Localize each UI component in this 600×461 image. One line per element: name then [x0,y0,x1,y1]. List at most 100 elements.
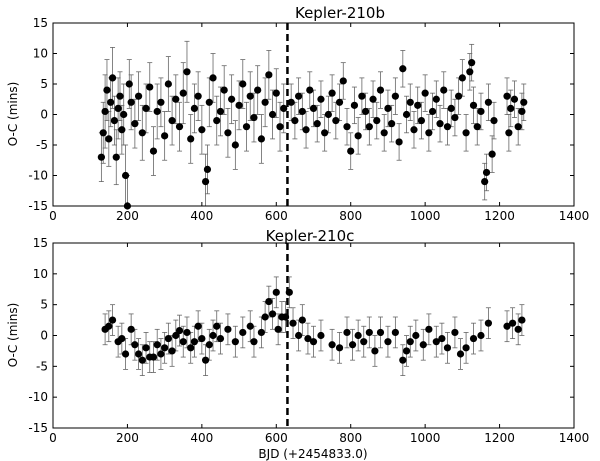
y-tick-label: 10 [33,47,48,61]
data-point [335,344,344,352]
data-point [194,92,202,100]
data-point [391,328,399,337]
x-axis-label: BJD (+2454833.0) [258,447,367,461]
data-point [443,344,452,352]
data-point [503,92,511,100]
data-point [127,325,135,333]
data-point [216,107,225,116]
data-point [324,110,332,119]
data-point [280,104,288,112]
x-tick-label: 800 [339,431,362,445]
x-tick-label: 1000 [410,431,441,445]
y-axis-label: O-C (mins) [6,82,20,147]
data-point [508,319,517,327]
data-point [224,129,232,137]
data-point [490,117,498,125]
data-point [321,129,329,137]
data-point [414,101,422,109]
data-point [328,341,336,349]
data-point [168,347,176,355]
data-point [149,353,158,361]
data-point [99,129,107,137]
data-point [209,331,217,340]
data-point [108,74,117,82]
data-point [213,117,221,125]
data-point [134,92,143,100]
y-tick-label: -15 [28,199,48,213]
y-tick-label: -5 [36,138,48,152]
data-point [421,89,429,97]
y-tick-label: 0 [40,108,48,122]
data-point [209,74,217,82]
data-point [161,132,169,140]
data-point [149,147,158,155]
data-point [406,338,414,346]
data-point [488,150,496,158]
data-point [112,153,120,161]
data-point [436,120,444,128]
data-point [451,113,459,122]
x-tick-label: 400 [190,431,213,445]
data-point [97,153,105,161]
data-point [332,117,340,125]
data-point [198,126,206,134]
data-point [175,326,184,335]
data-point [205,98,213,106]
x-tick-label: 200 [116,431,139,445]
data-point [268,110,277,119]
x-tick-label: 600 [265,209,288,223]
data-point [343,123,351,131]
data-point [118,126,126,134]
data-point [443,123,452,131]
data-point [105,322,113,330]
data-point [302,126,310,134]
data-point [458,74,466,82]
x-tick-label: 1400 [559,209,590,223]
data-point [440,86,448,94]
data-point [380,129,388,137]
data-point [187,344,195,352]
data-point [125,80,133,88]
data-point [469,101,478,109]
data-point [105,135,113,143]
plot-frame [52,242,575,429]
data-point [231,338,239,346]
y-tick-label: 5 [40,77,48,91]
data-point [261,313,269,321]
y-tick-label: -10 [28,169,48,183]
data-point [328,89,336,97]
data-point [466,68,474,76]
data-point [190,104,199,112]
x-tick-label: 1200 [484,209,515,223]
data-point [142,104,150,112]
panel-title: Kepler-210c [266,227,355,245]
data-point [360,338,368,346]
data-point [343,328,351,337]
data-points [97,59,528,210]
data-point [250,338,258,346]
data-point [138,356,146,364]
data-point [410,126,418,134]
data-point [153,107,161,116]
data-point [373,117,381,125]
data-point [287,98,295,106]
data-point [127,98,135,106]
data-point [161,344,169,352]
data-point [175,123,184,131]
data-point [131,120,139,128]
data-point [108,316,117,324]
data-point [168,117,176,125]
x-tick-label: 0 [49,431,57,445]
y-tick-label: -5 [36,359,48,373]
data-point [419,341,427,349]
data-point [365,123,373,131]
data-point [257,328,265,337]
data-point [235,101,243,109]
data-point [131,341,139,349]
data-point [399,356,407,364]
data-point [114,104,122,112]
x-tick-label: 600 [265,431,288,445]
data-point [142,344,150,352]
data-point [481,178,489,186]
